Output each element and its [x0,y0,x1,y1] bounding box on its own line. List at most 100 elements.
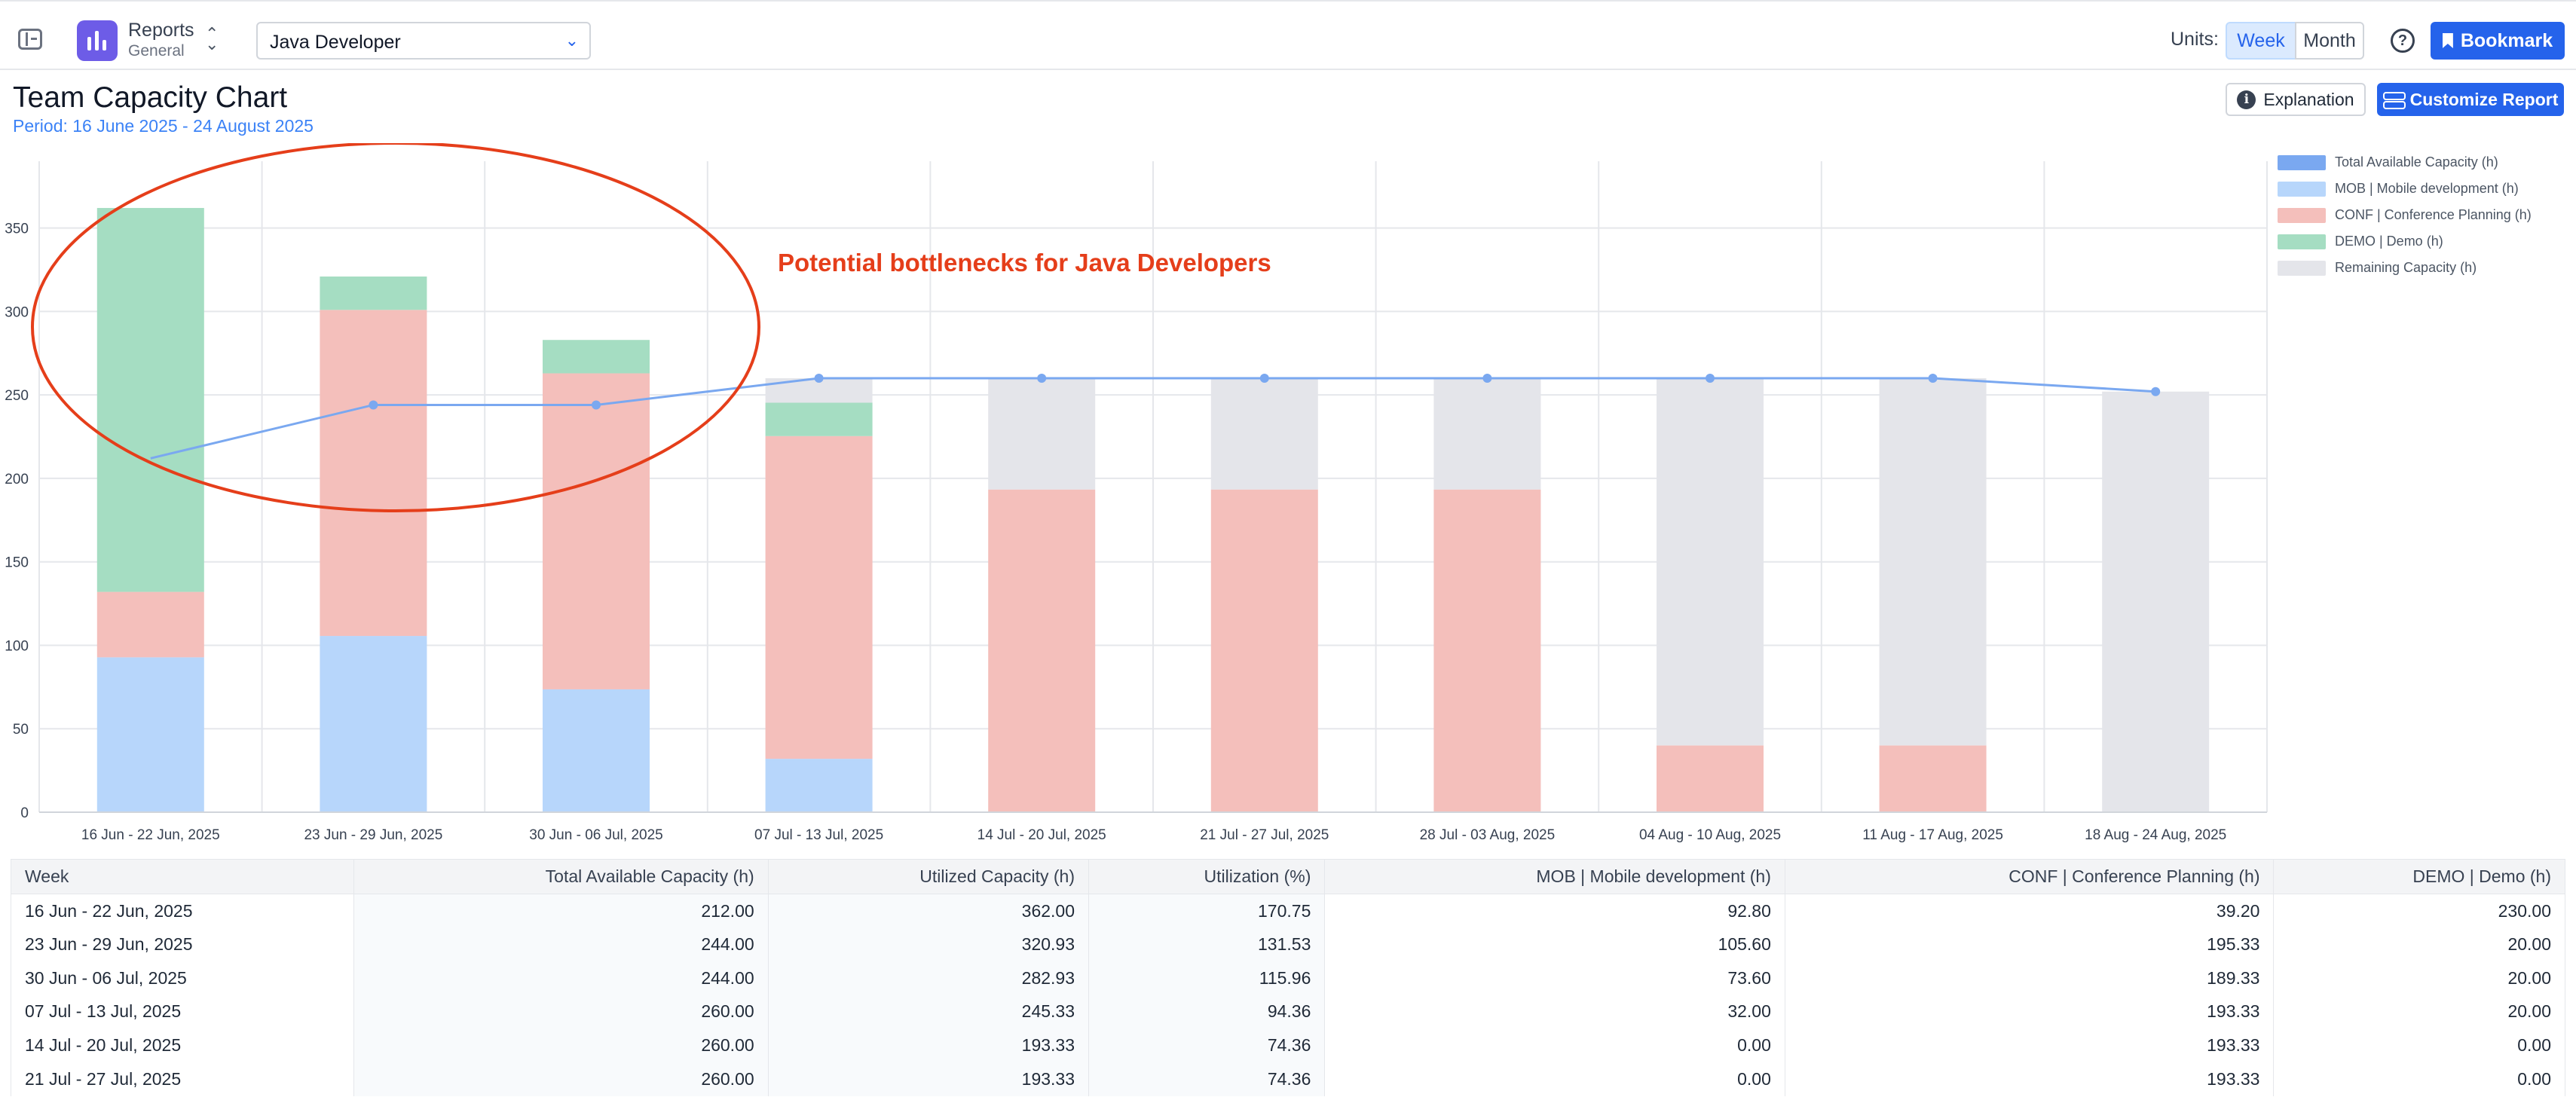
legend-item[interactable]: MOB | Mobile development (h) [2278,177,2564,203]
table-cell: 0.00 [1324,1062,1785,1096]
y-tick-label: 200 [5,472,29,487]
table-cell: 74.36 [1088,1062,1326,1096]
x-tick-label: 18 Aug - 24 Aug, 2025 [2085,827,2226,843]
y-tick-label: 0 [20,805,29,821]
table-cell: 94.36 [1088,995,1326,1029]
table-cell: 16 Jun - 22 Jun, 2025 [11,894,354,928]
table-header-cell[interactable]: Total Available Capacity (h) [353,859,769,894]
help-icon[interactable]: ? [2391,29,2415,53]
table-cell: 260.00 [353,1062,769,1096]
legend-item[interactable]: CONF | Conference Planning (h) [2278,203,2564,230]
bar-segment [765,759,873,812]
table-header-cell[interactable]: MOB | Mobile development (h) [1324,859,1785,894]
bar-segment [765,435,873,759]
bar-segment [2102,391,2210,812]
x-tick-label: 28 Jul - 03 Aug, 2025 [1420,827,1556,843]
bar-segment [765,402,873,436]
table-cell: 20.00 [2273,995,2565,1029]
table-cell: 170.75 [1088,894,1326,928]
legend-swatch [2278,208,2326,223]
legend-label: Total Available Capacity (h) [2335,154,2498,170]
sliders-icon [2382,92,2406,109]
table-cell: 0.00 [1324,1028,1785,1062]
app-title[interactable]: Reports [128,20,194,41]
table-cell: 230.00 [2273,894,2565,928]
unit-week-button[interactable]: Week [2226,22,2296,60]
table-cell: 20.00 [2273,927,2565,961]
table-row: 14 Jul - 20 Jul, 2025 260.00 193.33 74.36 0.… [11,1028,2565,1062]
legend-label: Remaining Capacity (h) [2335,260,2477,275]
table-header-cell[interactable]: Utilization (%) [1088,859,1326,894]
capacity-point [369,400,378,410]
capacity-point [1928,374,1938,383]
table-cell: 245.33 [767,995,1090,1029]
x-tick-label: 11 Aug - 17 Aug, 2025 [1862,827,2003,843]
y-tick-label: 50 [13,722,29,738]
bar-segment [988,489,1096,812]
legend-label: DEMO | Demo (h) [2335,234,2443,249]
table-cell: 260.00 [353,1028,769,1062]
table-cell: 21 Jul - 27 Jul, 2025 [11,1062,354,1096]
info-icon: i [2237,90,2256,109]
legend-swatch [2278,234,2326,249]
team-select-value: Java Developer [270,32,401,53]
table-header-cell[interactable]: Week [11,859,354,894]
table-cell: 73.60 [1324,961,1785,995]
x-tick-label: 16 Jun - 22 Jun, 2025 [81,827,220,843]
sidebar-toggle-icon[interactable] [18,29,42,50]
x-tick-label: 04 Aug - 10 Aug, 2025 [1639,827,1781,843]
bar-segment [1657,745,1764,812]
explanation-label: Explanation [2263,89,2354,109]
bar-segment [543,689,650,812]
table-cell: 105.60 [1324,927,1785,961]
table-row: 30 Jun - 06 Jul, 2025 244.00 282.93 115.96 7… [11,961,2565,995]
unit-month-button[interactable]: Month [2295,22,2364,60]
table-cell: 14 Jul - 20 Jul, 2025 [11,1028,354,1062]
table-header-cell[interactable]: DEMO | Demo (h) [2273,859,2565,894]
bookmark-button[interactable]: Bookmark [2431,22,2565,60]
x-tick-label: 07 Jul - 13 Jul, 2025 [754,827,883,843]
legend-item[interactable]: DEMO | Demo (h) [2278,230,2564,256]
x-tick-label: 23 Jun - 29 Jun, 2025 [304,827,442,843]
customize-label: Customize Report [2409,89,2559,109]
bar-segment [96,591,204,658]
updown-chevron-icon[interactable]: ⌃ ⌄ [205,24,219,53]
table-header-cell[interactable]: Utilized Capacity (h) [767,859,1090,894]
y-tick-label: 300 [5,304,29,320]
chart-legend: Total Available Capacity (h) MOB | Mobile… [2278,151,2564,283]
y-tick-label: 150 [5,555,29,571]
table-cell: 195.33 [1784,927,2275,961]
bar-segment [1210,489,1318,812]
team-select[interactable]: Java Developer ⌄ [256,22,591,60]
table-cell: 115.96 [1088,961,1326,995]
capacity-point [2151,387,2161,396]
legend-swatch [2278,155,2326,170]
table-header-row: Week Total Available Capacity (h) Utilized… [11,859,2565,894]
units-label: Units: [2171,29,2219,50]
table-cell: 189.33 [1784,961,2275,995]
bar-segment [988,378,1096,490]
table-cell: 74.36 [1088,1028,1326,1062]
explanation-button[interactable]: i Explanation [2226,83,2366,116]
bottleneck-annotation: Potential bottlenecks for Java Developer… [778,249,1271,277]
y-tick-label: 350 [5,222,29,237]
team-capacity-chart: 0 50 100 150 200 250 300 350 16 Jun - 22 Jun, 20… [5,143,2268,843]
table-header-cell[interactable]: CONF | Conference Planning (h) [1784,859,2275,894]
bar-segment [543,373,650,689]
table-cell: 244.00 [353,961,769,995]
legend-item[interactable]: Total Available Capacity (h) [2278,151,2564,177]
reports-app-icon[interactable] [77,20,118,61]
period-text: Period: 16 June 2025 - 24 August 2025 [13,116,314,136]
capacity-point [592,400,601,410]
table-cell: 92.80 [1324,894,1785,928]
legend-item[interactable]: Remaining Capacity (h) [2278,256,2564,283]
table-cell: 32.00 [1324,995,1785,1029]
table-cell: 131.53 [1088,927,1326,961]
capacity-point [1259,374,1269,383]
x-tick-label: 30 Jun - 06 Jul, 2025 [529,827,662,843]
bottleneck-ellipse [31,143,760,512]
x-tick-label: 21 Jul - 27 Jul, 2025 [1200,827,1329,843]
customize-report-button[interactable]: Customize Report [2377,83,2564,116]
x-tick-label: 14 Jul - 20 Jul, 2025 [977,827,1106,843]
table-cell: 23 Jun - 29 Jun, 2025 [11,927,354,961]
